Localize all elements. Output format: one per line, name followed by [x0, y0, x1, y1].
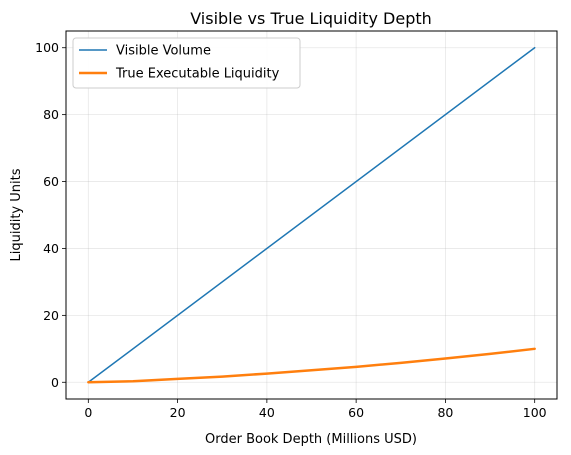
- y-tick-label: 0: [51, 375, 59, 390]
- x-tick-label: 20: [170, 405, 186, 420]
- x-tick-label: 100: [523, 405, 547, 420]
- y-tick-label: 100: [35, 40, 59, 55]
- x-tick-label: 60: [348, 405, 364, 420]
- grid: [66, 31, 557, 399]
- series-line-true-executable-liquidity: [87, 347, 536, 384]
- chart-title: Visible vs True Liquidity Depth: [190, 9, 432, 28]
- x-tick-label: 40: [259, 405, 275, 420]
- series-group: [87, 46, 536, 384]
- x-axis-label: Order Book Depth (Millions USD): [205, 432, 417, 447]
- legend: Visible Volume True Executable Liquidity: [72, 37, 301, 89]
- legend-label-visible-volume: Visible Volume: [116, 44, 211, 59]
- x-tick-label: 80: [437, 405, 453, 420]
- legend-box: [72, 37, 301, 89]
- y-axis-label: Liquidity Units: [9, 168, 24, 261]
- y-tick-label: 20: [43, 308, 59, 323]
- series-line-visible-volume: [87, 46, 536, 384]
- y-tick-label: 80: [43, 107, 59, 122]
- ticks: 0 20 40 60 80 100 0 20 40 60 80 100: [35, 40, 547, 420]
- y-tick-label: 40: [43, 241, 59, 256]
- y-tick-label: 60: [43, 174, 59, 189]
- x-tick-label: 0: [84, 405, 92, 420]
- plot-area-frame: [65, 30, 558, 400]
- legend-label-true-executable-liquidity: True Executable Liquidity: [115, 67, 280, 82]
